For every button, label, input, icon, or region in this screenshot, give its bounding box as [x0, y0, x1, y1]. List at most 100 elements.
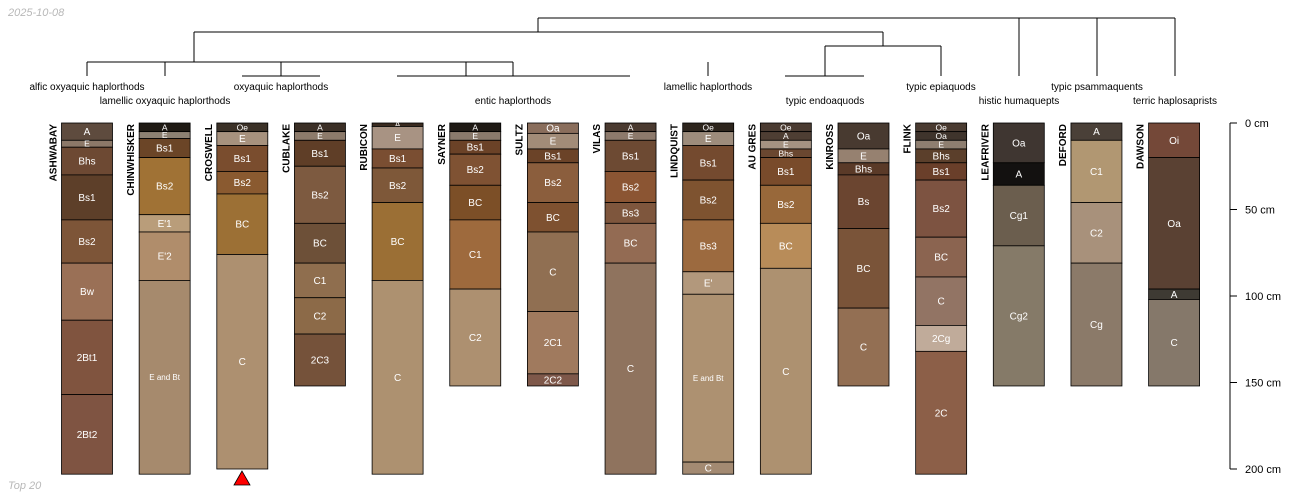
profile-name: LEAFRIVER: [980, 123, 991, 180]
horizon-block: [604, 222, 657, 264]
soil-profile: LEAFRIVER Oa A Cg1 Cg2: [980, 122, 1045, 387]
horizon-label: Oa: [935, 131, 947, 141]
horizon-label: Oe: [780, 122, 792, 132]
profile-name: AU GRES: [747, 124, 758, 170]
horizon-label: C1: [314, 276, 327, 287]
horizon-label: Oi: [1169, 136, 1179, 147]
horizon-label: E: [860, 151, 867, 162]
horizon-block: [915, 350, 968, 475]
horizon-label: E and Bt: [149, 373, 180, 382]
horizon-block: [449, 219, 502, 290]
horizon-block: [294, 139, 346, 167]
taxa-label: typic epiaquods: [906, 82, 976, 93]
horizon-label: A: [472, 122, 478, 132]
dendrogram-branch: [86, 61, 514, 76]
footer-label: Top 20: [8, 480, 42, 492]
horizon-label: Bs1: [544, 151, 562, 162]
horizon-block: [604, 262, 657, 475]
horizon-label: E': [704, 279, 713, 290]
horizon-label: A: [1093, 127, 1100, 138]
horizon-label: Bhs: [933, 151, 950, 162]
horizon-block: [759, 222, 812, 269]
profile-name: CUBLAKE: [281, 124, 292, 173]
horizon-block: [759, 267, 812, 475]
horizon-label: Bs1: [311, 149, 329, 160]
horizon-block: [682, 179, 735, 221]
horizon-label: C: [549, 267, 556, 278]
horizon-block: [61, 394, 113, 475]
horizon-label: Bs1: [622, 151, 640, 162]
horizon-label: 2C3: [311, 356, 330, 367]
taxa-label: entic haplorthods: [475, 96, 551, 107]
horizon-label: 2C: [935, 408, 948, 419]
taxa-label: histic humaquepts: [979, 96, 1060, 107]
horizon-block: [138, 157, 191, 216]
profile-name: SAYNER: [437, 123, 448, 165]
horizon-block: [294, 297, 346, 335]
horizon-label: C2: [469, 333, 482, 344]
horizon-label: BC: [857, 264, 871, 275]
horizon-label: Bs2: [389, 181, 407, 192]
horizon-label: BC: [313, 239, 327, 250]
horizon-block: [371, 280, 424, 475]
horizon-label: 2Bt1: [77, 353, 98, 364]
horizon-block: [837, 307, 890, 387]
date-label: 2025-10-08: [8, 7, 65, 19]
horizon-label: BC: [235, 220, 249, 231]
dendrogram: [86, 17, 1176, 77]
horizon-label: Bs1: [777, 167, 795, 178]
depth-tick-label: 100 cm: [1245, 291, 1281, 303]
horizon-label: Bs2: [933, 204, 951, 215]
dendrogram-branch: [242, 62, 320, 77]
horizon-block: [449, 184, 502, 221]
horizon-label: E'1: [158, 219, 173, 230]
soil-profile: CUBLAKE AE Bs1 Bs2 BC C1 C2 2C3: [281, 122, 346, 387]
horizon-label: C: [782, 367, 789, 378]
horizon-label: Bs3: [700, 241, 718, 252]
horizon-label: A: [84, 127, 91, 138]
horizon-label: A: [628, 122, 634, 132]
horizon-block: [1070, 262, 1123, 387]
horizon-block: [604, 171, 657, 203]
horizon-label: E: [239, 134, 246, 145]
horizon-label: Bs2: [311, 190, 329, 201]
horizon-label: Cg2: [1010, 311, 1029, 322]
horizon-label: BC: [779, 241, 793, 252]
horizon-label: Bs1: [933, 167, 951, 178]
depth-tick-label: 50 cm: [1245, 205, 1275, 217]
horizon-block: [837, 228, 890, 309]
horizon-label: A: [395, 120, 401, 130]
horizon-label: A: [1171, 290, 1178, 301]
horizon-block: [371, 167, 424, 203]
taxa-label: oxyaquic haplorthods: [234, 82, 329, 93]
horizon-block: [992, 245, 1045, 387]
depth-axis: 0 cm 50 cm 100 cm 150 cm 200 cm: [1229, 118, 1281, 476]
horizon-block: [527, 162, 579, 203]
horizon-label: E: [938, 140, 944, 150]
horizon-label: C1: [469, 250, 482, 261]
soil-profile: DEFORD A C1 C2 Cg: [1058, 122, 1123, 387]
horizon-label: Oa: [1012, 138, 1026, 149]
horizon-label: C: [394, 373, 401, 384]
horizon-block: [527, 202, 579, 233]
horizon-block: [138, 280, 191, 475]
horizon-label: A: [162, 122, 168, 132]
horizon-label: Bs: [858, 197, 870, 208]
horizon-block: [915, 236, 968, 278]
horizon-label: Bs2: [544, 178, 562, 189]
horizon-label: E'2: [158, 252, 173, 263]
profile-name: ASHWABAY: [49, 124, 60, 182]
soil-profile: CHINWHISKER AE Bs1 Bs2 E'1 E'2 E and Bt: [126, 122, 191, 475]
horizon-block: [294, 262, 346, 299]
horizon-label: E: [472, 131, 478, 141]
soil-profile: LINDQUIST Oe E Bs1 Bs2 Bs3 E' E and Bt C: [670, 122, 735, 475]
horizon-label: BC: [546, 213, 560, 224]
horizon-label: Oe: [935, 122, 947, 132]
dendrogram-branch: [193, 31, 884, 62]
horizon-label: Bs1: [234, 154, 252, 165]
profile-name: CHINWHISKER: [126, 123, 137, 195]
horizon-label: Bs1: [389, 154, 407, 165]
horizon-label: Bs1: [467, 143, 485, 154]
